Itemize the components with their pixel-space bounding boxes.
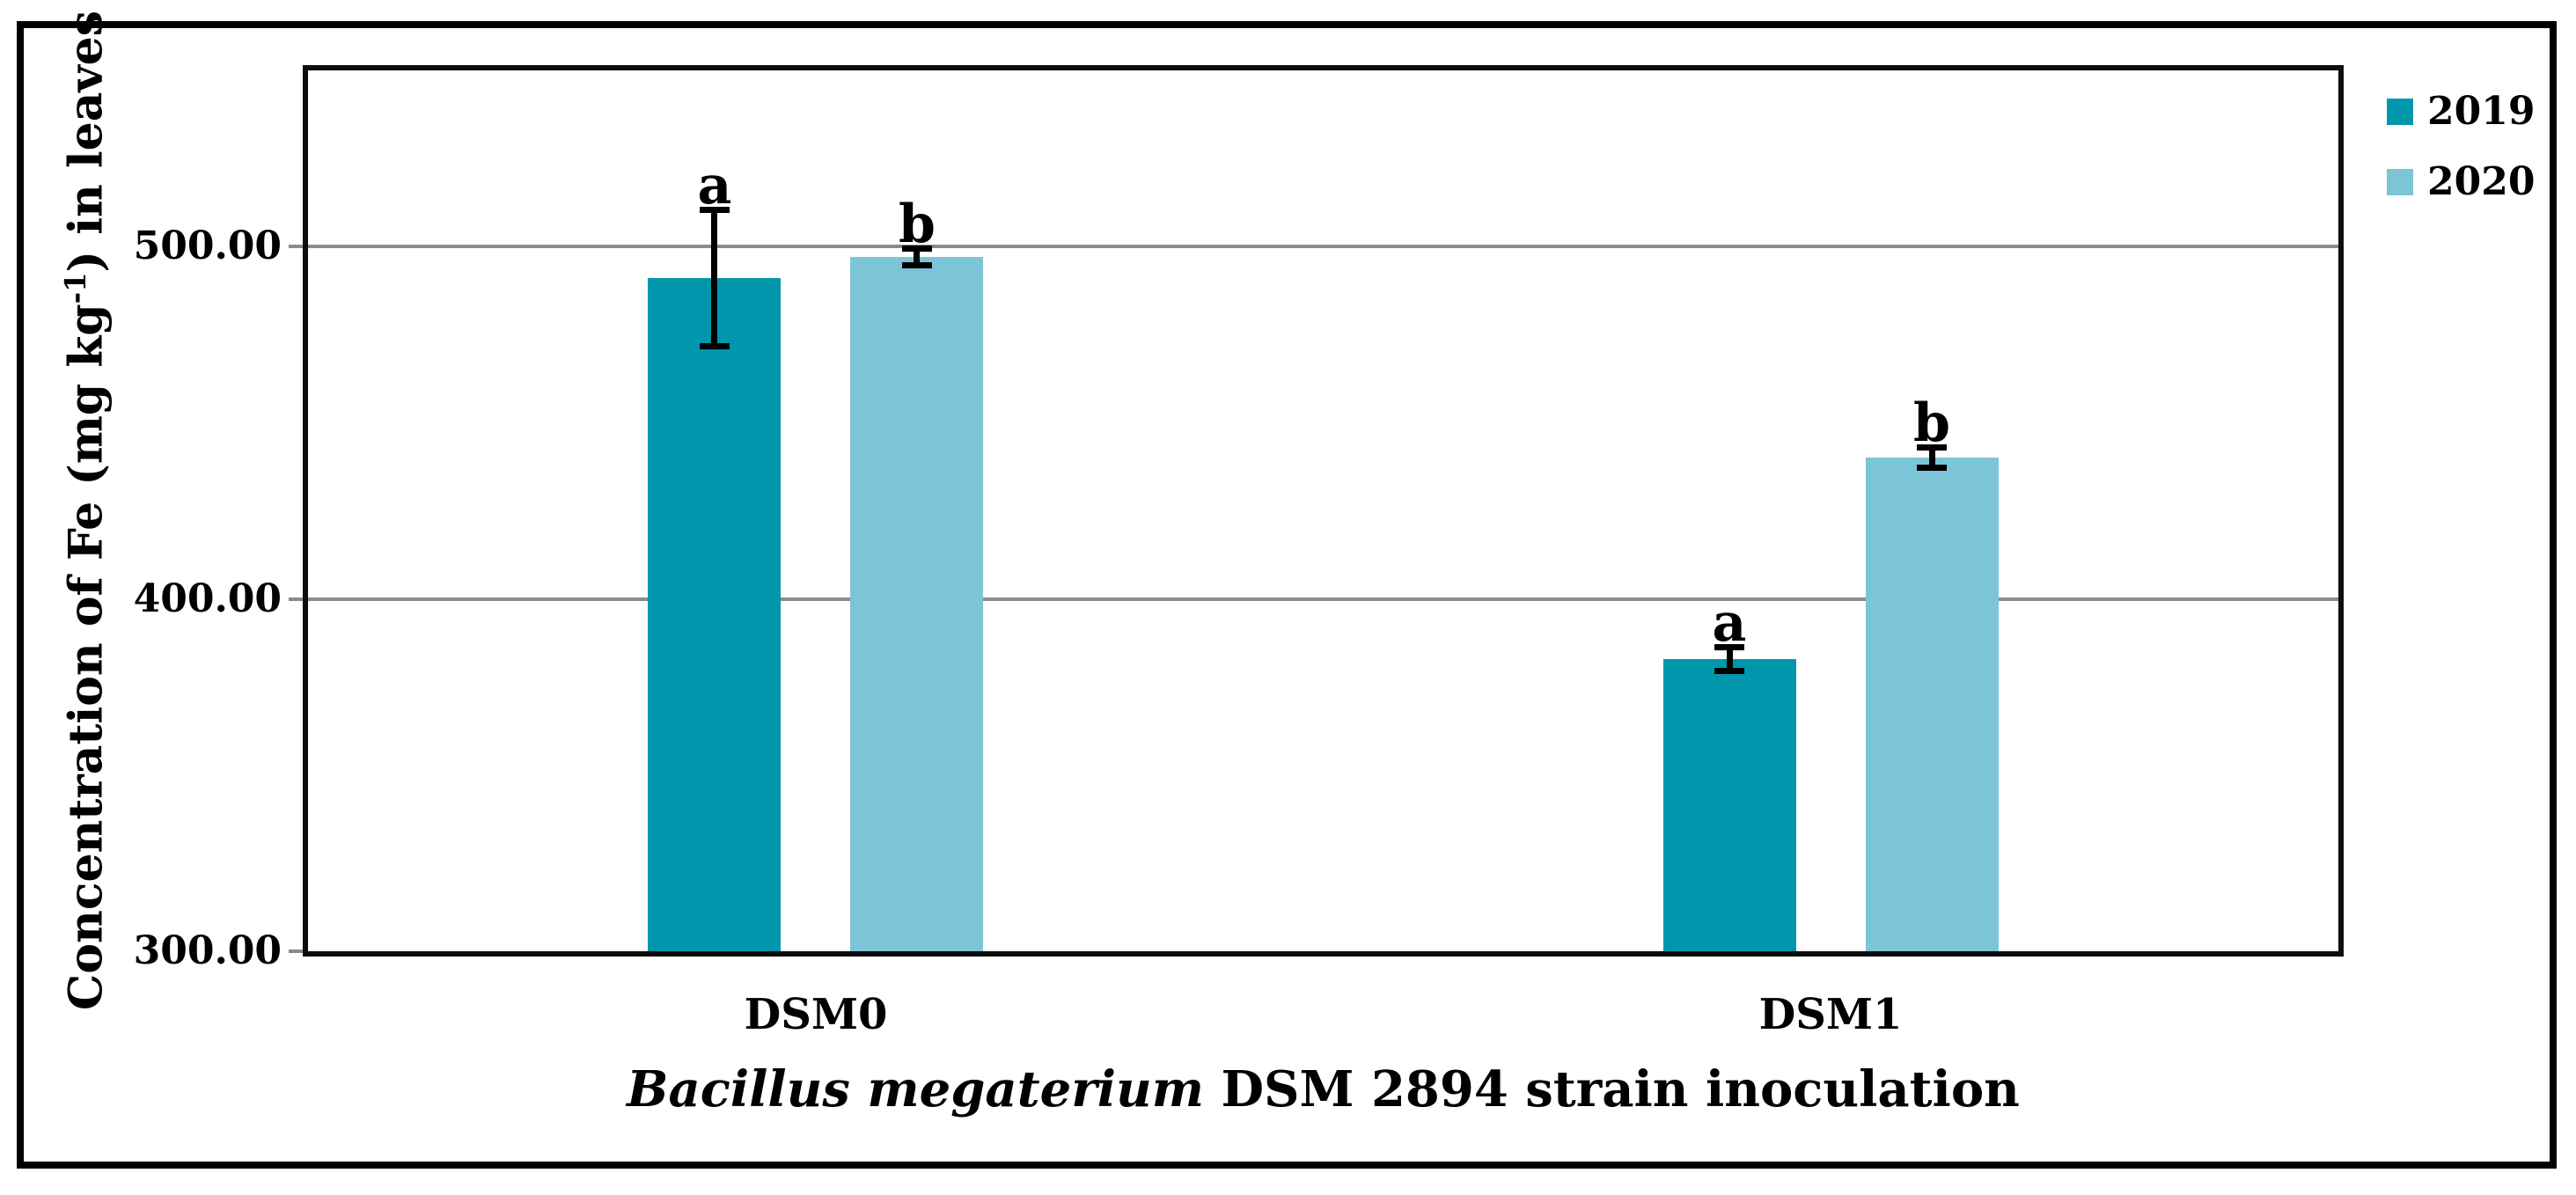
x-category-label-DSM0: DSM0 xyxy=(744,990,888,1039)
y-tick-500 xyxy=(289,245,308,248)
error-bar-DSM0-2019 xyxy=(711,209,717,347)
y-tick-400 xyxy=(289,598,308,601)
error-bar-cap-bottom-DSM1-2019 xyxy=(1714,668,1744,674)
y-tick-300 xyxy=(289,949,308,953)
legend-swatch-2019 xyxy=(2387,99,2413,125)
legend-item-2019: 2019 xyxy=(2387,89,2536,134)
bar-DSM0-2020 xyxy=(850,257,983,951)
error-bar-DSM1-2019 xyxy=(1727,647,1733,671)
gridline-400 xyxy=(308,598,2338,601)
x-axis-title-species: Bacillus megaterium xyxy=(627,1060,1204,1118)
legend-swatch-2020 xyxy=(2387,169,2413,195)
error-bar-DSM1-2020 xyxy=(1929,447,1935,468)
y-axis-title-prefix: Concentration of Fe (mg kg xyxy=(59,304,114,1011)
y-tick-label-400: 400.00 xyxy=(133,576,282,621)
y-tick-label-300: 300.00 xyxy=(133,928,282,973)
y-tick-label-500: 500.00 xyxy=(133,224,282,268)
plot-area-border xyxy=(303,65,2344,957)
legend-label-2019: 2019 xyxy=(2427,89,2536,134)
error-bar-DSM0-2020 xyxy=(914,248,920,266)
error-bar-cap-top-DSM1-2020 xyxy=(1917,444,1947,451)
error-bar-cap-top-DSM0-2020 xyxy=(902,246,932,252)
error-bar-cap-bottom-DSM0-2019 xyxy=(700,343,730,349)
significance-letter-DSM0-2019: a xyxy=(697,155,732,216)
bar-DSM0-2019 xyxy=(648,278,781,951)
gridline-500 xyxy=(308,245,2338,248)
error-bar-cap-bottom-DSM0-2020 xyxy=(902,262,932,268)
x-category-label-DSM1: DSM1 xyxy=(1758,990,1903,1039)
y-axis-title-superscript: -1 xyxy=(59,272,92,304)
significance-letter-DSM1-2019: a xyxy=(1712,592,1747,654)
bar-DSM1-2020 xyxy=(1866,458,1999,951)
error-bar-cap-bottom-DSM1-2020 xyxy=(1917,465,1947,471)
legend-label-2020: 2020 xyxy=(2427,159,2536,204)
figure-border xyxy=(17,21,2557,1169)
significance-letter-DSM0-2020: b xyxy=(899,194,936,255)
legend-item-2020: 2020 xyxy=(2387,159,2536,204)
x-axis-title: Bacillus megaterium DSM 2894 strain inoc… xyxy=(308,1054,2338,1125)
x-axis-title-rest: DSM 2894 strain inoculation xyxy=(1203,1060,2020,1118)
significance-letter-DSM1-2020: b xyxy=(1913,392,1950,454)
error-bar-cap-top-DSM1-2019 xyxy=(1714,644,1744,650)
bar-DSM1-2019 xyxy=(1663,659,1796,951)
error-bar-cap-top-DSM0-2019 xyxy=(700,207,730,213)
y-axis-title: Concentration of Fe (mg kg-1) in leaves xyxy=(45,0,113,1126)
